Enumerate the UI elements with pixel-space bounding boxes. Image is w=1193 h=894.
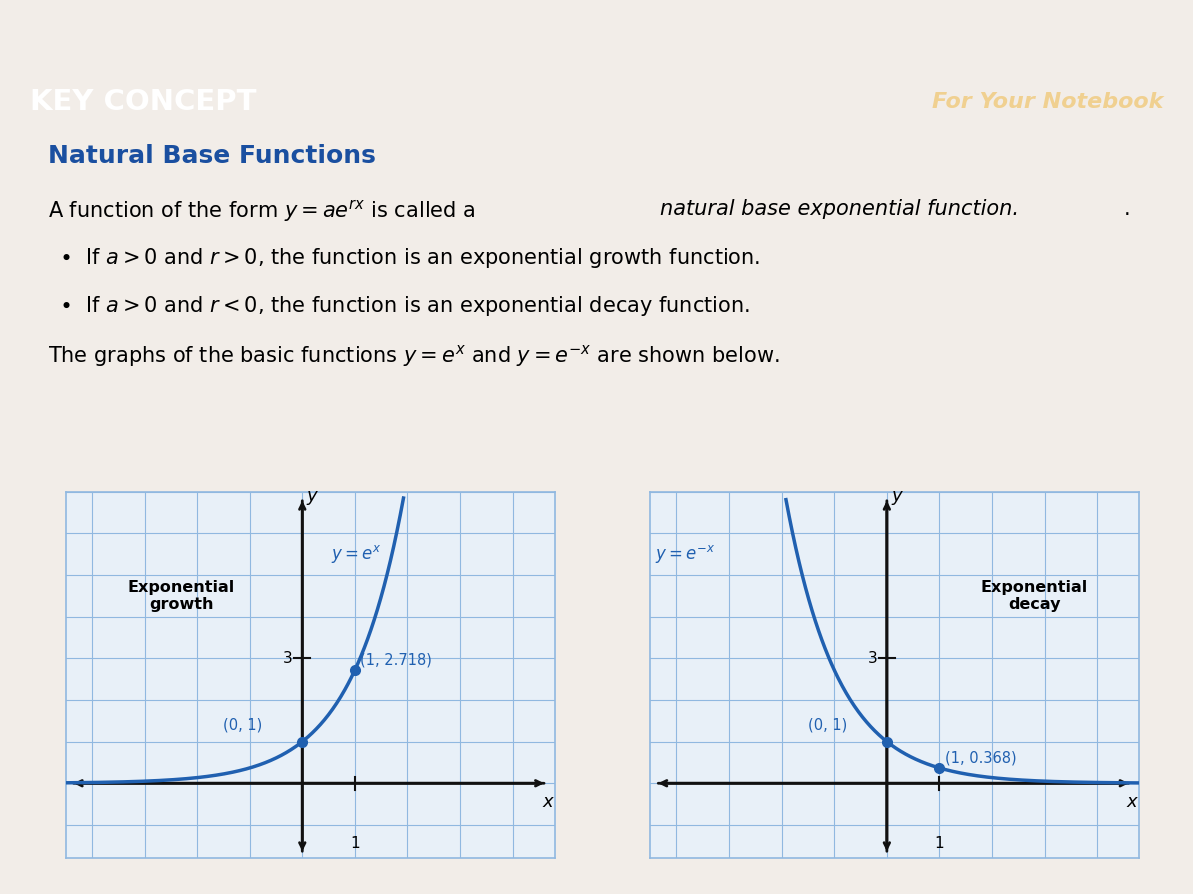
Text: 3: 3 <box>867 651 877 666</box>
Text: natural base exponential function.: natural base exponential function. <box>660 198 1019 219</box>
Text: (0, 1): (0, 1) <box>223 717 262 732</box>
Text: 1: 1 <box>934 836 945 851</box>
Text: $\bullet$  If $a > 0$ and $r < 0$, the function is an exponential decay function: $\bullet$ If $a > 0$ and $r < 0$, the fu… <box>58 294 750 317</box>
Text: The graphs of the basic functions $y = e^x$ and $y = e^{-x}$ are shown below.: The graphs of the basic functions $y = e… <box>48 343 779 369</box>
Text: For Your Notebook: For Your Notebook <box>932 92 1163 112</box>
Text: .: . <box>1124 198 1131 219</box>
Text: (1, 2.718): (1, 2.718) <box>360 653 432 668</box>
Text: KEY CONCEPT: KEY CONCEPT <box>30 88 256 115</box>
Text: $y$: $y$ <box>307 489 320 507</box>
Text: Natural Base Functions: Natural Base Functions <box>48 144 376 168</box>
Text: $y = e^x$: $y = e^x$ <box>332 544 382 565</box>
Text: 3: 3 <box>283 651 292 666</box>
Text: $y$: $y$ <box>891 489 904 507</box>
Text: $x$: $x$ <box>1126 793 1139 811</box>
Text: Exponential
growth: Exponential growth <box>128 579 235 612</box>
Text: (0, 1): (0, 1) <box>808 717 847 732</box>
Text: $y = e^{-x}$: $y = e^{-x}$ <box>655 544 716 565</box>
Text: $\bullet$  If $a > 0$ and $r > 0$, the function is an exponential growth functio: $\bullet$ If $a > 0$ and $r > 0$, the fu… <box>58 246 760 270</box>
Text: A function of the form $y = ae^{rx}$ is called a: A function of the form $y = ae^{rx}$ is … <box>48 198 475 224</box>
Text: 1: 1 <box>350 836 360 851</box>
Text: $x$: $x$ <box>542 793 555 811</box>
Text: (1, 0.368): (1, 0.368) <box>945 750 1016 765</box>
Text: Exponential
decay: Exponential decay <box>981 579 1088 612</box>
